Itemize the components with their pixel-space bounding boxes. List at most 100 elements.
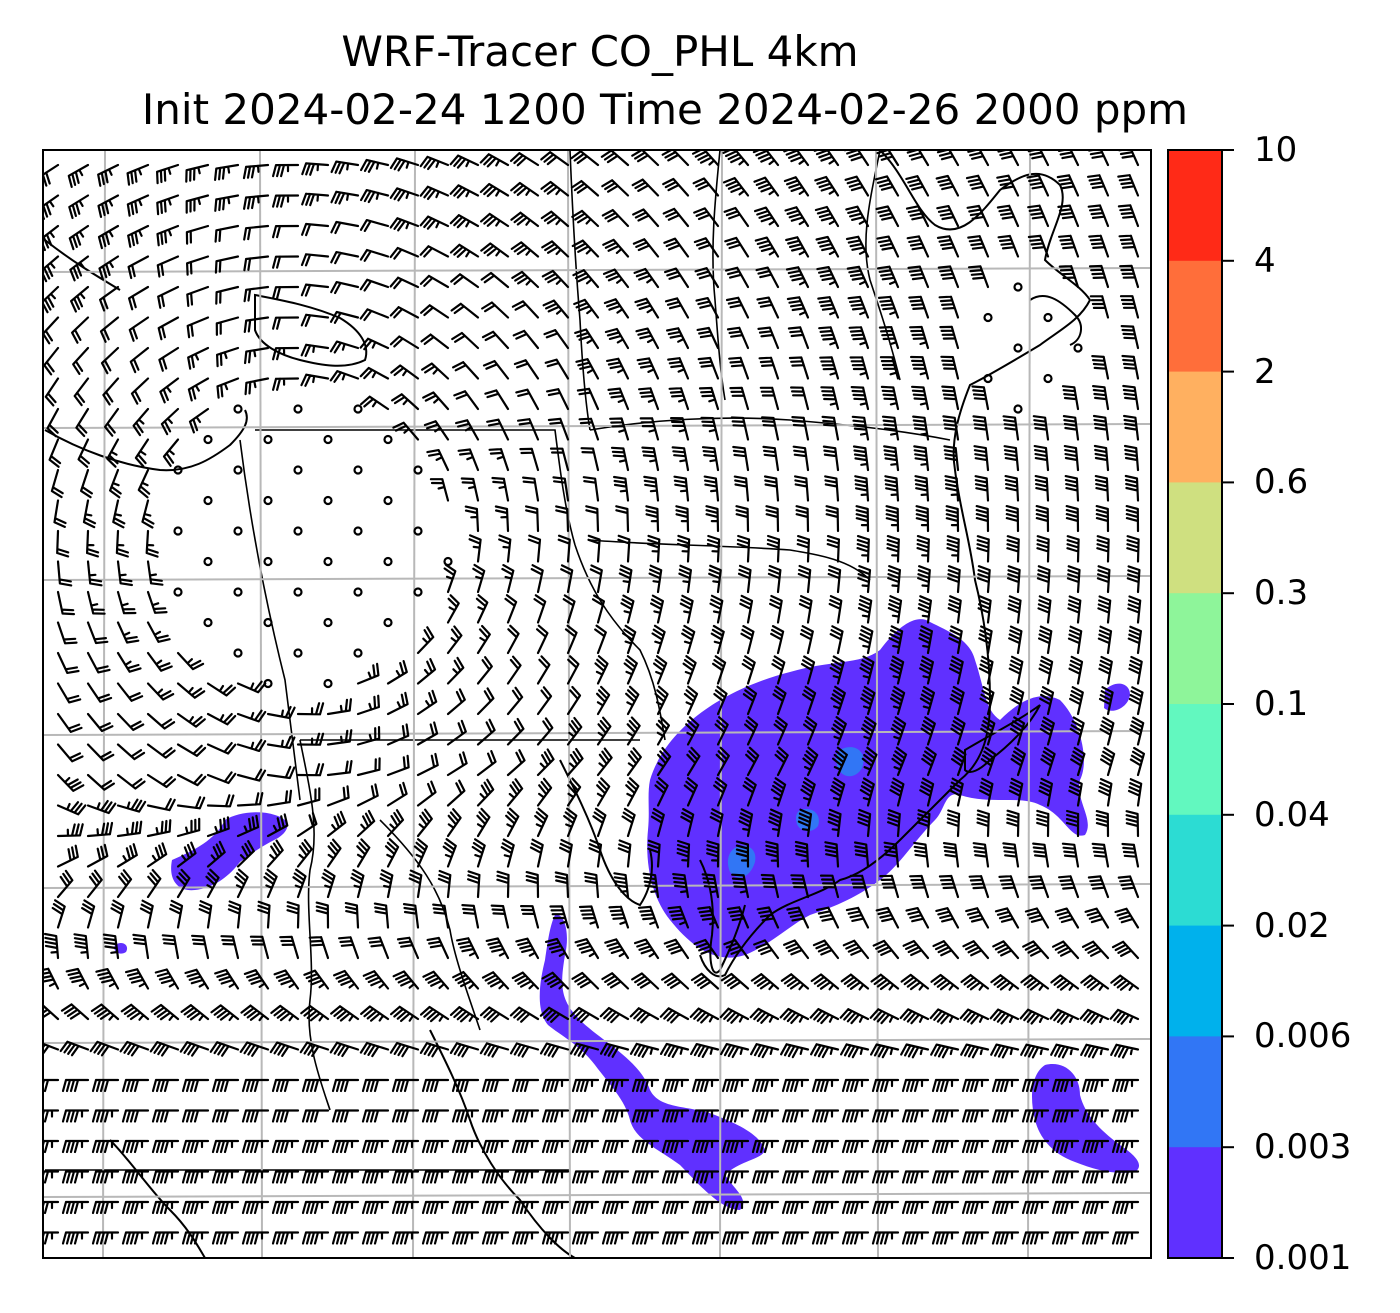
wind-barb (460, 477, 480, 502)
wind-barb (536, 624, 549, 655)
colorbar-segment (1168, 704, 1222, 816)
wind-barb (959, 1008, 990, 1025)
calm-wind-marker (173, 465, 183, 475)
wind-barb (571, 239, 600, 258)
wind-barb (947, 565, 961, 594)
wind-barb (641, 446, 660, 472)
wind-barb (61, 1109, 90, 1123)
wind-barb (799, 625, 814, 655)
wind-barb (797, 564, 812, 594)
wind-barb (1081, 1078, 1110, 1093)
wind-barb (151, 1231, 180, 1245)
wind-barb (940, 355, 960, 380)
wind-barb (935, 907, 960, 929)
wind-barb (540, 180, 570, 197)
wind-barb (739, 594, 754, 624)
wind-barb (1024, 907, 1050, 929)
wind-barb (750, 973, 780, 991)
wind-barb (751, 1078, 780, 1093)
wind-barb (481, 301, 510, 319)
wind-barb (602, 238, 630, 258)
wind-barb (533, 594, 547, 624)
wind-barb (961, 1200, 990, 1215)
wind-barb (781, 1200, 810, 1215)
wind-barb (421, 1078, 450, 1093)
wind-barb (790, 874, 810, 899)
wind-barb (771, 655, 786, 685)
wind-barb (1111, 940, 1140, 960)
coastline-cape-cod (1029, 295, 1082, 346)
wind-barb (1021, 1078, 1050, 1093)
wind-barb (116, 651, 142, 673)
calm-wind-marker (1013, 282, 1023, 292)
wind-barb (1081, 1139, 1110, 1154)
wind-barb (244, 377, 270, 396)
wind-barb (965, 907, 990, 929)
wind-barb (241, 1078, 270, 1093)
wind-barb (451, 1170, 480, 1184)
wind-barb (205, 868, 220, 899)
wind-barb (1123, 414, 1140, 441)
wind-barb (870, 973, 900, 991)
wind-barb (361, 1109, 390, 1123)
wind-barb (359, 278, 390, 292)
border-ny-vt (569, 150, 591, 431)
wind-barb (564, 624, 578, 655)
wind-barb (1111, 1139, 1140, 1154)
wind-barb (541, 1139, 570, 1154)
wind-barb (691, 1200, 720, 1215)
wind-barb (44, 377, 60, 407)
wind-barb (452, 971, 480, 990)
wind-barb (1125, 810, 1140, 838)
wind-barb (756, 906, 780, 929)
wind-barb (389, 157, 420, 172)
wind-barb (72, 346, 90, 375)
wind-barb (80, 468, 93, 499)
wind-barb (735, 840, 750, 868)
wind-barb (622, 624, 637, 655)
wind-barb (885, 505, 900, 533)
wind-barb (991, 1170, 1020, 1184)
wind-barb (215, 285, 240, 305)
wind-barb (326, 760, 353, 777)
wind-barb (476, 624, 491, 655)
calm-wind-marker (1043, 373, 1053, 384)
wind-barb (1098, 655, 1113, 685)
wind-barb (139, 899, 154, 929)
wind-barb (741, 655, 756, 685)
wind-barb (670, 417, 690, 441)
wind-barb (480, 242, 510, 258)
wind-barb (214, 255, 240, 274)
wind-barb (187, 377, 210, 402)
wind-barb (476, 807, 491, 838)
wind-barb (901, 1139, 930, 1154)
wind-barb (947, 595, 962, 624)
wind-barb (757, 326, 780, 350)
wind-barb (56, 844, 79, 868)
wind-barb (511, 1078, 540, 1093)
wind-barb (356, 757, 381, 777)
wind-barb (56, 621, 78, 645)
wind-barb (420, 333, 450, 350)
wind-barb (853, 841, 870, 868)
wind-barb (939, 325, 960, 350)
wind-barb (61, 1139, 90, 1154)
wind-barb (86, 799, 117, 815)
wind-barb (1007, 595, 1022, 624)
wind-barb (685, 716, 700, 746)
wind-barb (266, 813, 289, 838)
wind-barb (476, 656, 493, 685)
wind-barb (1111, 1170, 1140, 1184)
wind-barb (997, 234, 1020, 258)
wind-barb (511, 300, 540, 319)
wind-barb (1058, 234, 1080, 258)
wind-barb (1039, 716, 1055, 746)
wind-barb (682, 655, 697, 685)
wind-barb (432, 903, 450, 929)
calm-wind-marker (293, 526, 303, 536)
wind-barb (694, 267, 720, 289)
wind-barb (1068, 777, 1083, 807)
wind-barb (601, 1231, 630, 1245)
wind-barb (1091, 355, 1110, 380)
